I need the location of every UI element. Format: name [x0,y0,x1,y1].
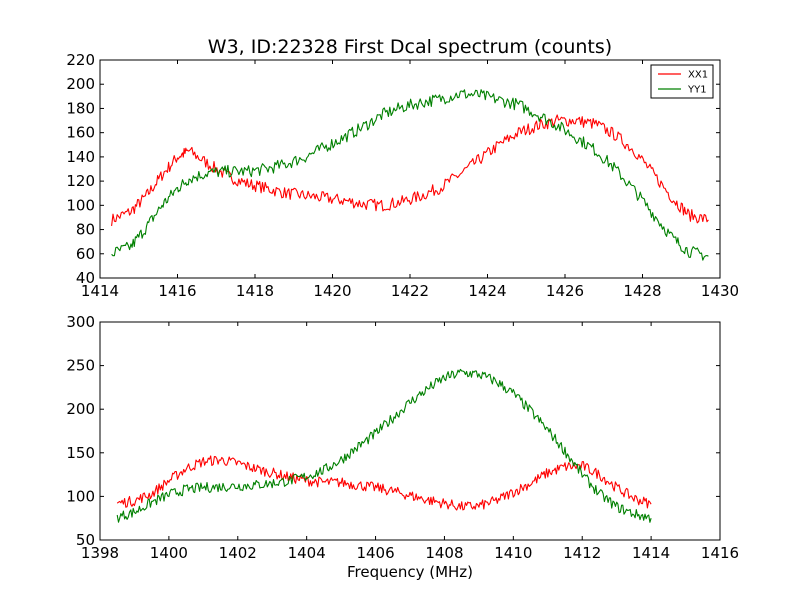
top-series-xx1-line [111,114,709,226]
bottom-y-tick-label: 150 [66,444,95,462]
top-x-tick-label: 1420 [313,282,351,300]
top-y-tick-label: 100 [66,196,95,214]
x-axis-label-bottom: Frequency (MHz) [347,563,473,581]
bottom-y-tick-label: 100 [66,487,95,505]
legend-label-xx1: XX1 [688,70,708,81]
top-y-tick-label: 180 [66,99,95,117]
bottom-x-tick-label: 1408 [425,544,463,562]
bottom-plot: 1398 1400 1402 1404 1406 1408 1410 1412 1414 1416… [66,313,739,562]
legend-box [650,64,714,99]
bottom-x-tick-label: 1398 [81,544,119,562]
bottom-x-tick-label: 1404 [288,544,326,562]
bottom-y-tick-label: 200 [66,400,95,418]
top-x-tick-label: 1426 [546,282,584,300]
top-plot: 1414 1416 1418 1420 1422 1424 1426 1428 1430 40 60… [66,51,739,300]
chart-title-top: W3, ID:22328 First Dcal spectrum (counts… [208,36,612,58]
top-y-tick-label: 80 [76,221,95,239]
top-y-tick-label: 40 [76,269,95,287]
top-x-tick-label: 1416 [158,282,196,300]
bottom-y-tick-label: 250 [66,357,95,375]
bottom-x-tick-label: 1402 [219,544,257,562]
bottom-x-tick-label: 1410 [494,544,532,562]
top-y-tick-label: 60 [76,245,95,263]
top-x-tick-label: 1424 [468,282,506,300]
top-x-tick-label: 1414 [81,282,119,300]
top-y-tick-label: 140 [66,148,95,166]
top-x-tick-label: 1430 [701,282,739,300]
top-x-tick-label: 1422 [391,282,429,300]
bottom-x-tick-label: 1416 [701,544,739,562]
top-y-tick-label: 120 [66,172,95,190]
top-y-tick-label: 220 [66,51,95,69]
bottom-y-tick-label: 300 [66,313,95,331]
bottom-series-xx1-line [116,455,652,511]
bottom-x-tick-label: 1406 [356,544,394,562]
top-series-yy1-line [111,89,709,261]
top-y-tick-label: 200 [66,75,95,93]
legend-label-yy1: YY1 [687,85,707,96]
bottom-y-tick-label: 50 [76,531,95,549]
bottom-x-tick-label: 1414 [632,544,670,562]
top-x-tick-label: 1418 [236,282,274,300]
bottom-x-tick-label: 1412 [563,544,601,562]
bottom-series-yy1-line [116,368,652,523]
bottom-plot-frame [99,321,721,541]
bottom-x-tick-label: 1400 [150,544,188,562]
legend: XX1 YY1 [650,64,714,99]
top-x-tick-label: 1428 [623,282,661,300]
top-y-tick-label: 160 [66,124,95,142]
